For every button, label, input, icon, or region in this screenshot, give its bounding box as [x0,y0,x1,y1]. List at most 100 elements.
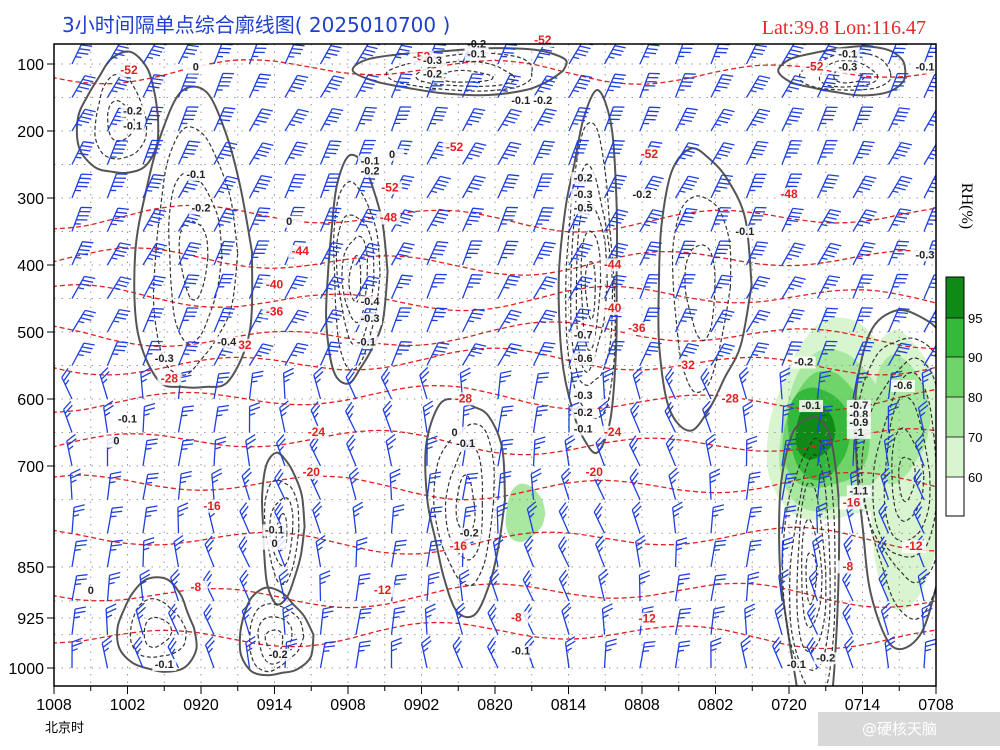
wind-barb [779,367,791,400]
wind-barb [69,468,81,500]
wind-barb [921,603,933,635]
wind-barb [774,602,785,635]
omega-label-bg [78,585,103,598]
wind-barb [71,75,96,98]
isotherm-label-bg [839,496,864,510]
wind-barb [710,74,734,98]
x-tick-label: 0708 [918,697,954,714]
wind-barb [674,607,692,635]
wind-barb [203,603,215,635]
wind-barb [390,106,412,132]
wind-barb [452,636,464,669]
wind-barb [177,405,194,433]
wind-barb [319,640,336,669]
isotherm-label-bg [376,211,401,225]
isotherm-label-bg [442,141,467,155]
wind-barb [887,240,910,266]
wind-barb [532,108,557,132]
watermark: @硬核天脑 [862,720,937,738]
wind-barb [455,602,466,635]
omega-label-bg [453,438,478,451]
wind-barb [497,108,522,132]
wind-barb [177,72,199,98]
wind-barb [781,438,797,467]
wind-barb [282,367,295,400]
wind-barb [781,505,797,534]
omega-label: -0.3 [423,55,442,67]
wind-barb [274,468,286,500]
wind-barb [461,207,484,232]
wind-barb [142,139,163,165]
isotherm-label-bg [637,147,662,161]
wind-barb [710,309,735,333]
wind-barb [568,370,584,400]
omega-label-bg [183,61,208,74]
wind-barb [568,139,589,165]
wind-barb [887,307,910,333]
wind-barb [808,569,819,602]
wind-barb [319,140,342,165]
omega-contour [861,357,936,584]
wind-barb [204,636,215,669]
wind-barb [497,74,521,98]
wind-barb [390,637,403,668]
wind-barb [426,106,448,132]
isotherm-line [54,385,936,413]
wind-barb [852,209,877,232]
isotherm-label-bg [802,60,827,74]
isotherm-label: -40 [266,277,284,291]
omega-label: -0.1 [155,659,174,671]
wind-barb [497,438,514,467]
omega-contour [143,616,173,649]
omega-label: -0.2 [574,407,593,419]
omega-contour [415,60,516,88]
wind-barb [878,502,890,534]
wind-barb [781,139,803,165]
wind-barb [639,72,660,98]
isotherm-label: -12 [638,612,656,626]
colorbar-segment [946,318,964,357]
omega-label-bg [277,215,302,228]
omega-label: 0 [271,538,277,550]
wind-barb [710,539,727,568]
wind-barb [674,342,700,366]
omega-label-bg [152,659,177,671]
wind-barb [248,240,270,266]
isotherm-label-bg [157,372,182,386]
wind-barb [668,467,679,500]
wind-barb [390,73,413,98]
wind-barb [284,275,308,299]
omega-label-bg [464,48,489,61]
omega-label: -0.2 [192,202,211,214]
wind-barb [106,341,129,366]
wind-barb [664,401,677,433]
wind-barb [71,539,88,568]
omega-label: -0.2 [633,189,652,201]
isotherm-label: -8 [842,559,853,573]
wind-barb [532,404,549,433]
isotherm-label-bg [262,278,287,292]
omega-label-bg [266,649,291,661]
omega-label: -0.1 [787,659,806,671]
omega-label: -0.2 [123,105,142,117]
wind-barb [674,107,698,132]
isotherm-label-bg [116,64,141,78]
wind-barb [887,401,899,433]
wind-barb [213,208,237,232]
x-tick-label: 0908 [330,697,366,714]
wind-barb [921,367,933,400]
x-tick-label: 0920 [183,697,219,714]
wind-barb [385,433,397,467]
wind-barb [142,174,165,199]
time-zone-label: 北京时 [45,721,84,736]
omega-label: -0.1 [735,226,754,238]
wind-barb [461,343,487,366]
wind-barb [497,174,520,199]
lat-lon-readout: Lat:39.8 Lon:116.47 [762,17,926,39]
wind-barb [380,368,393,400]
wind-barb [319,309,344,333]
isotherm-line [54,428,936,456]
x-tick-label: 0802 [698,697,734,714]
isotherm-label: -44 [604,257,622,271]
wind-barb [390,504,405,534]
